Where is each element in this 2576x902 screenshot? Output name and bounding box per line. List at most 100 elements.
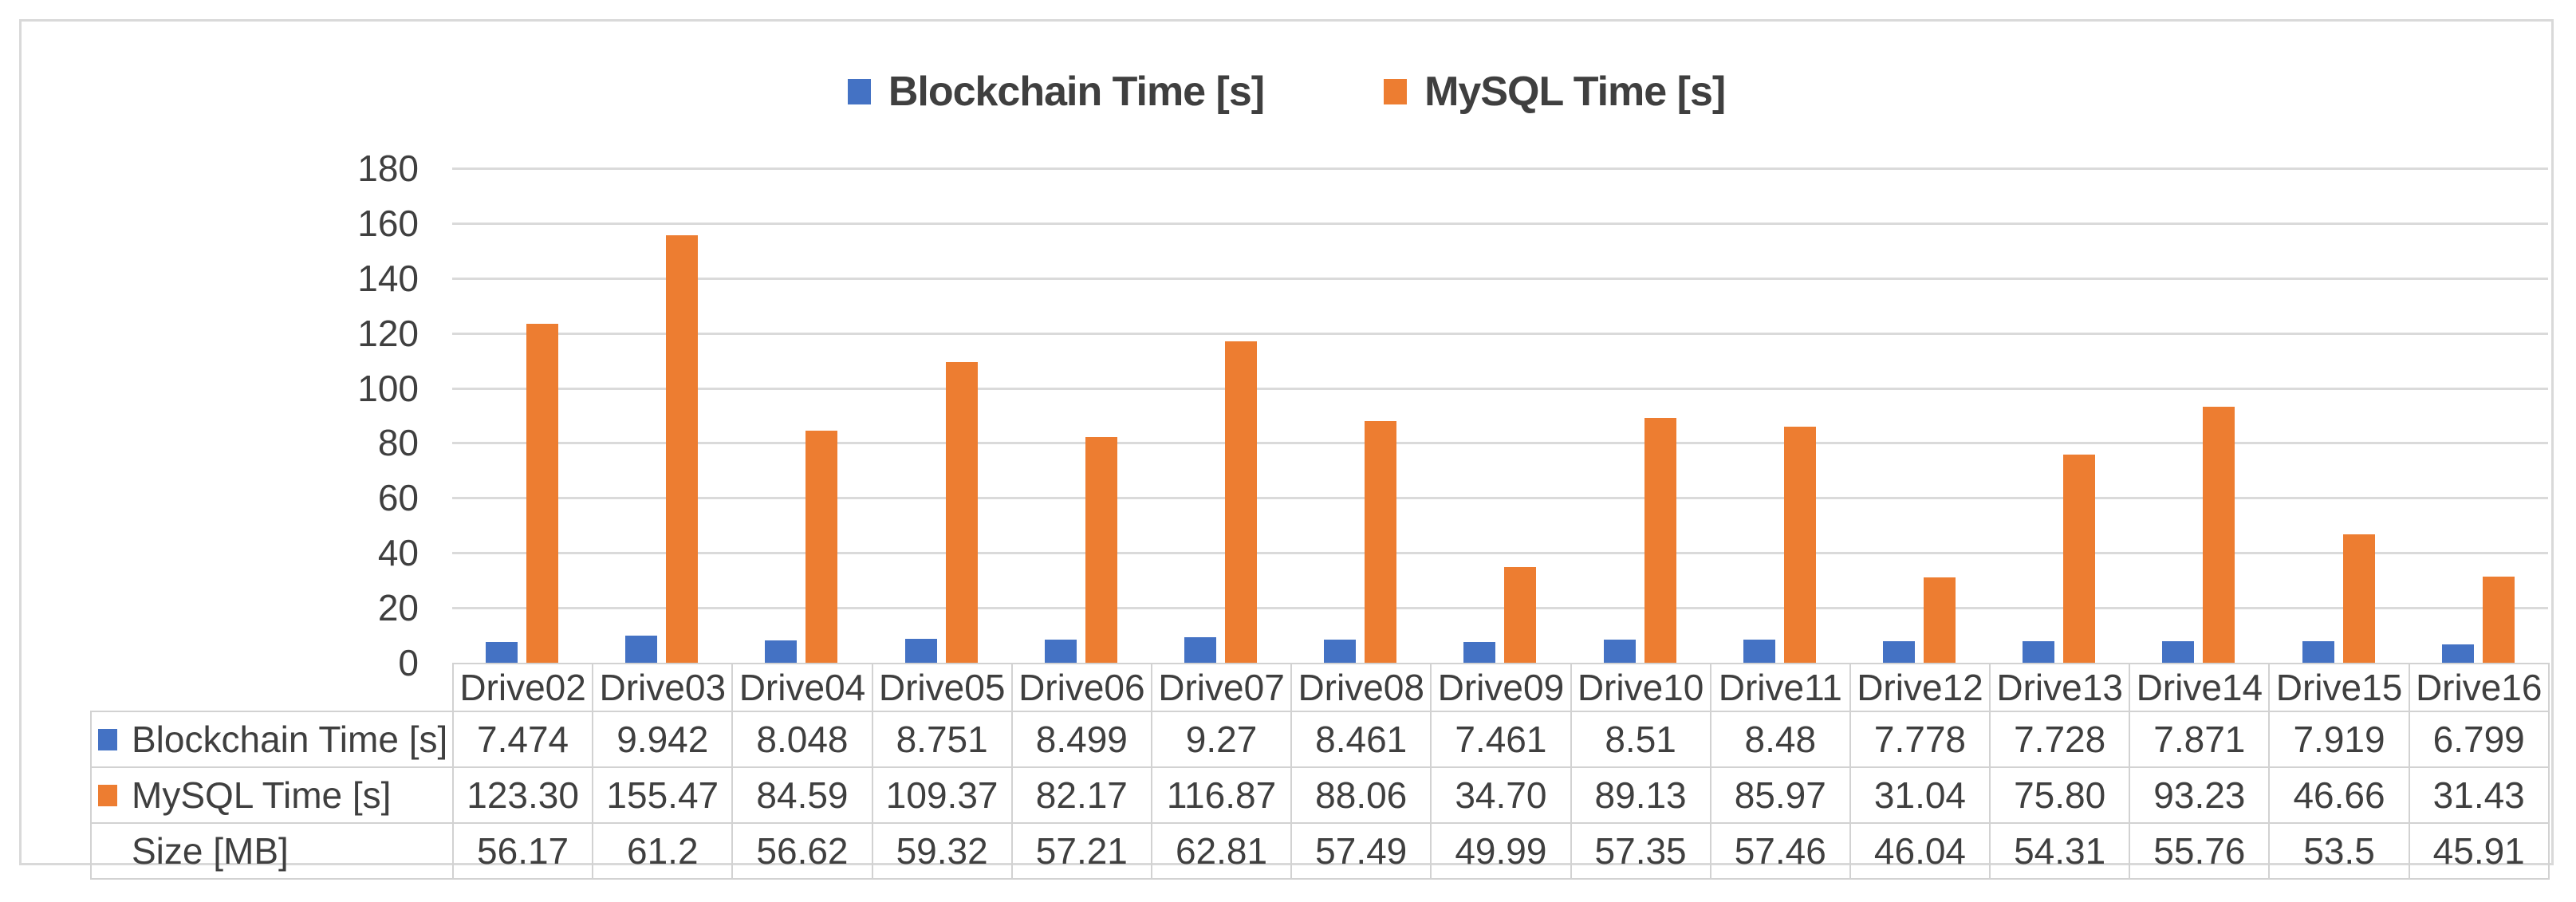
bar-blockchain-drive16: [2441, 644, 2474, 663]
gridline: [452, 607, 2548, 610]
drive-header-cell: Drive07: [1150, 663, 1293, 712]
y-axis-tick-label: 160: [357, 202, 419, 244]
bar-group-drive02: [452, 168, 592, 663]
value-cell: 57.21: [1010, 822, 1152, 880]
value-cell: 7.728: [1989, 711, 2131, 768]
gridline: [452, 222, 2548, 225]
table-row: MySQL Time [s] 123.30 155.47 84.59 109.37 82.…: [90, 766, 2550, 824]
value-cell: 88.06: [1290, 766, 1432, 824]
table-row: Size [MB] 56.17 61.2 56.62 59.32 57.21 62.81 57…: [90, 822, 2550, 880]
bar-mysql-drive05: [945, 362, 978, 663]
bar-blockchain-drive14: [2162, 641, 2195, 663]
value-cell: 46.04: [1849, 822, 1991, 880]
y-axis-tick-label: 140: [357, 257, 419, 299]
bar-group-drive05: [872, 168, 1011, 663]
bar-mysql-drive10: [1644, 418, 1676, 663]
drive-header-cell: Drive11: [1709, 663, 1851, 712]
bar-group-drive10: [1570, 168, 1710, 663]
data-table: Drive02 Drive03 Drive04 Drive05 Drive06 Drive…: [90, 663, 2550, 880]
bar-blockchain-drive15: [2302, 641, 2334, 663]
y-axis-tick-label: 180: [357, 148, 419, 189]
gridline: [452, 442, 2548, 445]
row-header-cell: Blockchain Time [s]: [90, 711, 454, 768]
drive-header-cell: Drive15: [2268, 663, 2410, 712]
bar-group-drive04: [731, 168, 871, 663]
drive-header-cell: Drive16: [2408, 663, 2550, 712]
value-cell: 9.27: [1150, 711, 1293, 768]
y-axis-tick-label: 60: [377, 477, 419, 519]
bar-blockchain-drive13: [2023, 641, 2055, 663]
value-cell: 8.51: [1570, 711, 1711, 768]
table-header-row: Drive02 Drive03 Drive04 Drive05 Drive06 Drive…: [91, 663, 2550, 712]
value-cell: 7.461: [1430, 711, 1572, 768]
bar-mysql-drive11: [1783, 427, 1816, 663]
gridline: [452, 387, 2548, 390]
value-cell: 56.17: [451, 822, 594, 880]
bar-group-drive16: [2409, 168, 2548, 663]
value-cell: 89.13: [1570, 766, 1711, 824]
legend-label-blockchain: Blockchain Time [s]: [888, 69, 1265, 115]
value-cell: 61.2: [592, 822, 734, 880]
value-cell: 62.81: [1150, 822, 1293, 880]
value-cell: 93.23: [2129, 766, 2271, 824]
value-cell: 54.31: [1989, 822, 2131, 880]
bar-mysql-drive03: [666, 235, 699, 663]
value-cell: 9.942: [592, 711, 734, 768]
value-cell: 109.37: [871, 766, 1013, 824]
drive-header-cell: Drive03: [592, 663, 734, 712]
value-cell: 46.66: [2268, 766, 2410, 824]
value-cell: 6.799: [2408, 711, 2550, 768]
bar-blockchain-drive08: [1324, 640, 1357, 663]
bar-blockchain-drive03: [625, 636, 658, 663]
drive-header-cell: Drive06: [1010, 663, 1152, 712]
drive-header-cell: Drive02: [451, 663, 594, 712]
bar-blockchain-drive09: [1463, 642, 1496, 663]
bar-mysql-drive02: [526, 324, 559, 663]
gridline: [452, 497, 2548, 500]
bar-blockchain-drive06: [1044, 640, 1077, 663]
y-axis-tick-label: 120: [357, 312, 419, 354]
series-key-icon: [98, 728, 117, 750]
value-cell: 55.76: [2129, 822, 2271, 880]
legend-item-mysql: MySQL Time [s]: [1384, 68, 1726, 116]
value-cell: 31.04: [1849, 766, 1991, 824]
drive-header-cell: Drive13: [1989, 663, 2131, 712]
bar-blockchain-drive11: [1743, 640, 1775, 663]
bar-mysql-drive16: [2482, 577, 2515, 663]
value-cell: 155.47: [592, 766, 734, 824]
bar-blockchain-drive04: [765, 640, 798, 663]
row-header-label: Size [MB]: [132, 830, 289, 872]
bar-mysql-drive04: [805, 431, 838, 663]
value-cell: 85.97: [1709, 766, 1851, 824]
y-axis-tick-label: 80: [377, 422, 419, 464]
value-cell: 45.91: [2408, 822, 2550, 880]
value-cell: 75.80: [1989, 766, 2131, 824]
drive-header-cell: Drive14: [2129, 663, 2271, 712]
bar-mysql-drive13: [2063, 455, 2096, 663]
value-cell: 7.474: [451, 711, 594, 768]
value-cell: 53.5: [2268, 822, 2410, 880]
y-axis-tick-label: 20: [377, 587, 419, 629]
value-cell: 7.871: [2129, 711, 2271, 768]
gridline: [452, 277, 2548, 280]
bar-mysql-drive08: [1365, 421, 1397, 663]
bar-mysql-drive15: [2342, 534, 2375, 663]
bar-group-drive15: [2269, 168, 2409, 663]
bar-blockchain-drive12: [1883, 641, 1916, 663]
row-header-label: MySQL Time [s]: [132, 774, 392, 816]
row-header-cell: MySQL Time [s]: [90, 766, 454, 824]
drive-header-cell: Drive12: [1849, 663, 1991, 712]
gridline: [452, 332, 2548, 335]
value-cell: 57.49: [1290, 822, 1432, 880]
value-cell: 31.43: [2408, 766, 2550, 824]
bar-mysql-drive14: [2203, 407, 2235, 663]
value-cell: 82.17: [1010, 766, 1152, 824]
value-cell: 57.35: [1570, 822, 1711, 880]
value-cell: 123.30: [451, 766, 594, 824]
value-cell: 59.32: [871, 822, 1013, 880]
bar-mysql-drive12: [1924, 577, 1956, 663]
bar-group-drive12: [1849, 168, 1989, 663]
data-table-container: Drive02 Drive03 Drive04 Drive05 Drive06 Drive…: [90, 663, 2550, 880]
value-cell: 7.778: [1849, 711, 1991, 768]
